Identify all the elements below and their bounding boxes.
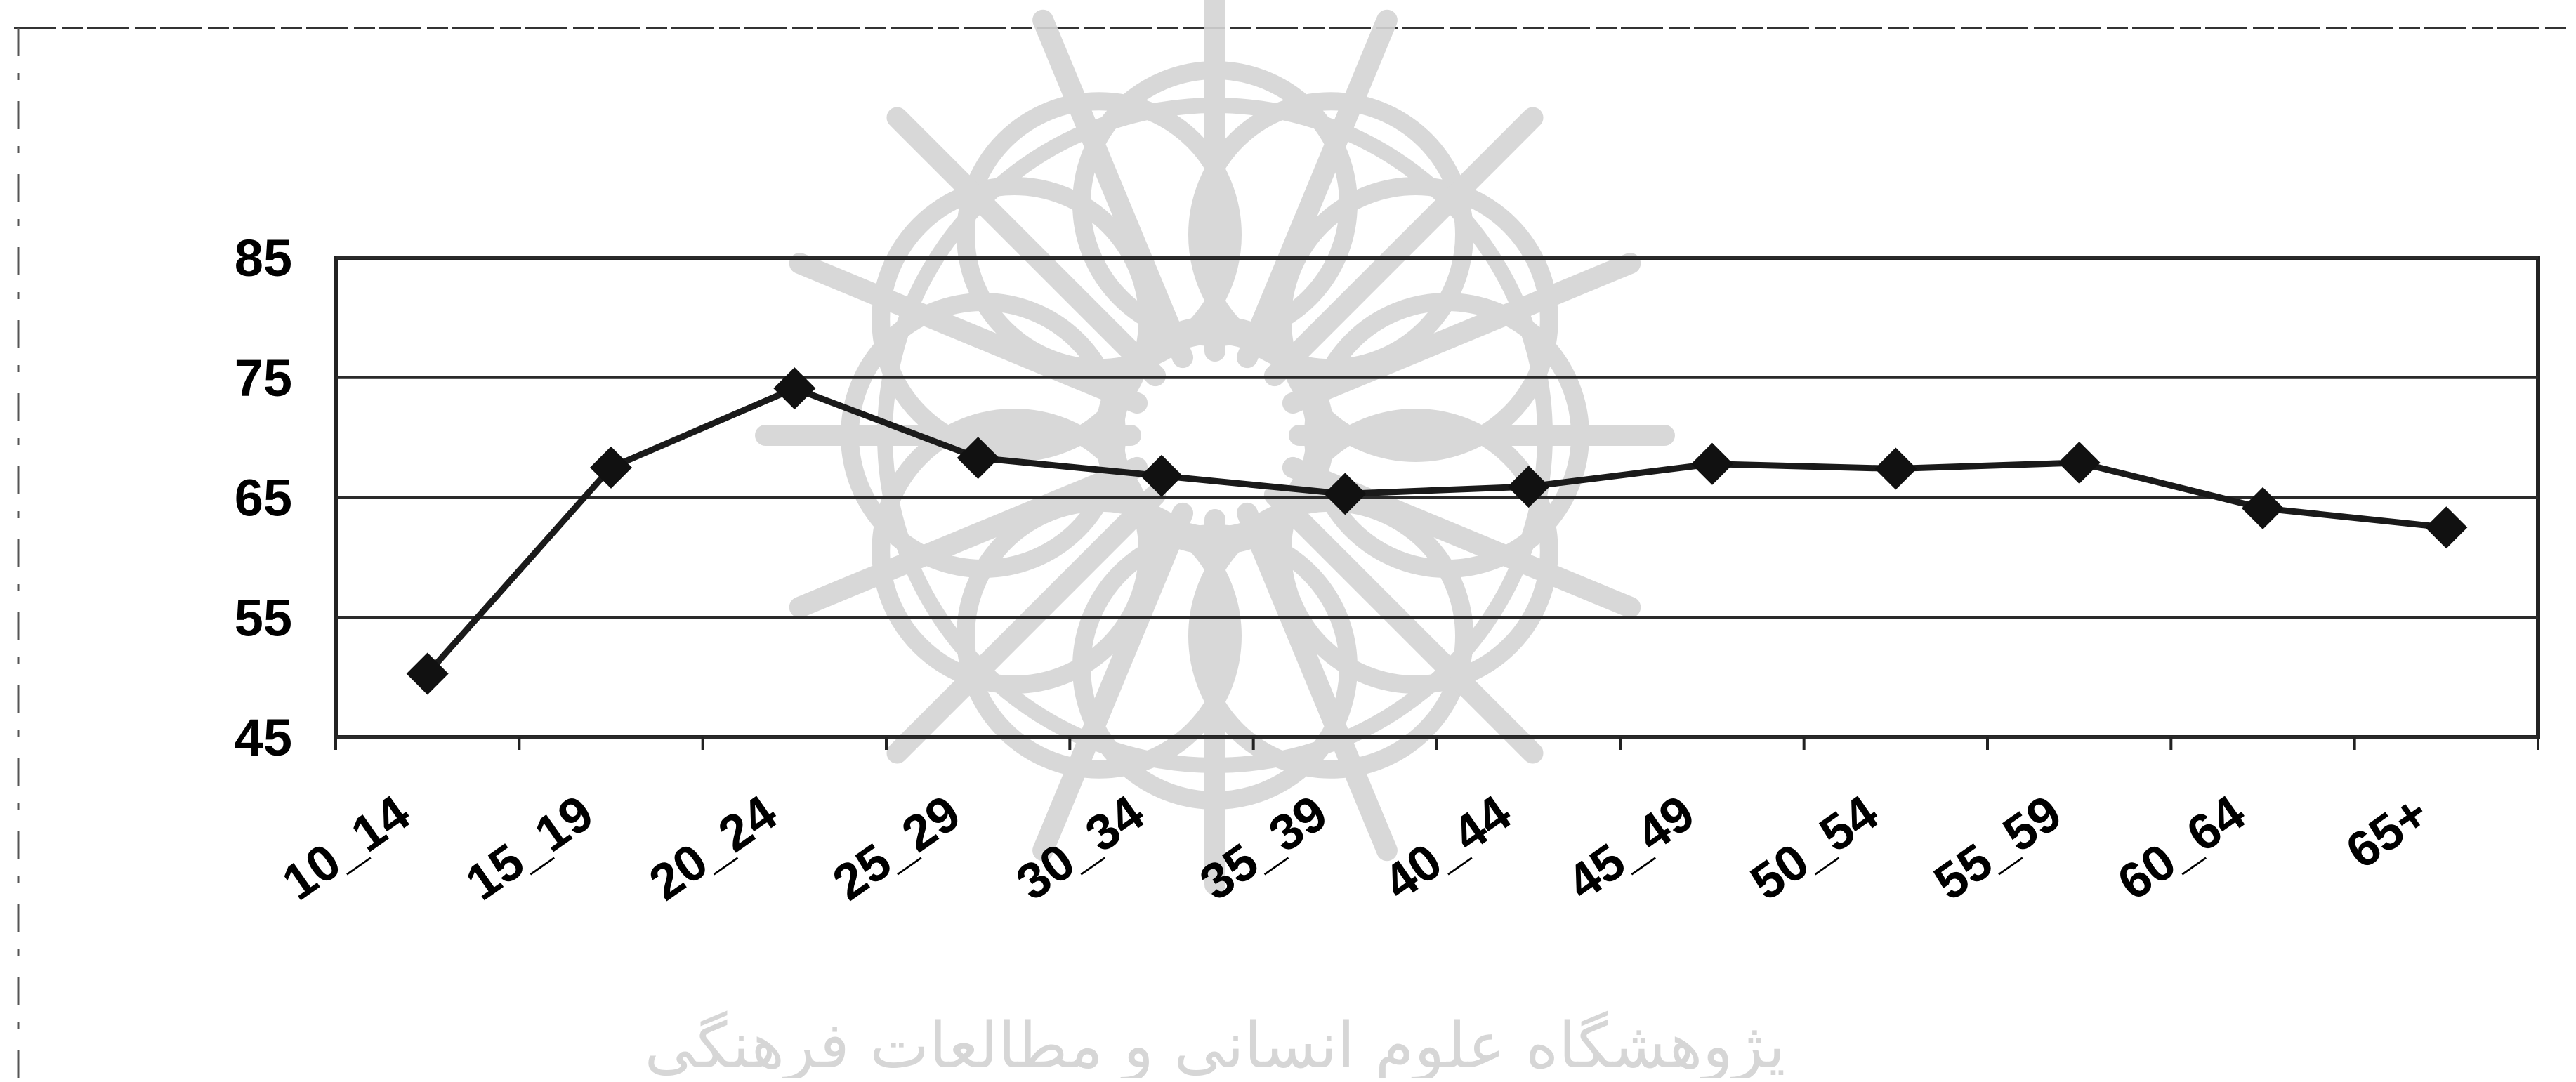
data-point-marker [590, 446, 632, 489]
watermark-core [1096, 316, 1334, 555]
outer-frame [14, 27, 2570, 1078]
watermark-spike [1032, 502, 1194, 862]
watermark-text: پژوهشگاه علوم انسانی و مطالعات فرهنگی [645, 1009, 1786, 1078]
y-tick-label: 45 [235, 708, 292, 767]
x-tick-label: 10_14 [272, 785, 420, 911]
watermark-petal [872, 409, 1157, 694]
y-tick-label: 75 [235, 349, 292, 407]
watermark-ring [877, 98, 1553, 773]
watermark-spike [1282, 253, 1641, 414]
watermark-spike [1032, 9, 1194, 369]
data-point-marker [1874, 447, 1917, 490]
x-tick-label: 30_34 [1006, 785, 1154, 911]
watermark-spike [1236, 9, 1398, 369]
watermark-spike [886, 484, 1167, 764]
x-tick-label: 20_24 [640, 785, 787, 911]
watermark-spike [886, 107, 1167, 387]
watermark-petal [957, 92, 1242, 378]
x-tick-label: 25_29 [823, 785, 971, 911]
y-tick-label: 55 [235, 588, 292, 647]
watermark-spike [789, 253, 1148, 414]
data-point-marker [773, 367, 816, 410]
watermark-spike [789, 456, 1148, 618]
x-tick-label: 60_64 [2108, 785, 2255, 911]
series-markers [406, 367, 2468, 695]
x-axis-tick-marks [334, 737, 2539, 750]
data-point-marker [1507, 466, 1550, 508]
y-axis-tick-labels: 45 55 65 75 85 [235, 229, 292, 767]
x-tick-label: 55_59 [1924, 785, 2072, 911]
data-point-marker [957, 437, 999, 480]
y-tick-label: 85 [235, 229, 292, 287]
data-point-marker [2425, 506, 2468, 549]
x-tick-label: 50_54 [1741, 785, 1888, 911]
x-tick-label: 15_19 [456, 785, 603, 911]
x-axis-tick-labels: 10_14 15_19 20_24 25_29 30_34 35_39 40_44 45_49… [272, 785, 2439, 911]
data-point-marker [2058, 441, 2101, 484]
rosette-emblem-icon [755, 0, 1675, 895]
series-line [425, 385, 2447, 676]
data-point-marker [1324, 473, 1367, 515]
data-point-marker [1141, 454, 1183, 497]
watermark-petal [1188, 493, 1473, 779]
x-tick-label: 45_49 [1557, 785, 1704, 911]
y-tick-label: 65 [235, 469, 292, 527]
series-line-group [425, 385, 2447, 676]
data-point-marker [406, 652, 449, 695]
watermark-spike [1236, 502, 1398, 862]
data-point-marker [1691, 442, 1733, 485]
watermark-spike [1263, 107, 1544, 387]
watermark-petal [1273, 177, 1558, 462]
x-tick-label: 65+ [2337, 785, 2439, 880]
watermark-spike [1263, 484, 1544, 764]
data-point-marker [2242, 487, 2284, 529]
watermark-petal [1188, 92, 1473, 378]
